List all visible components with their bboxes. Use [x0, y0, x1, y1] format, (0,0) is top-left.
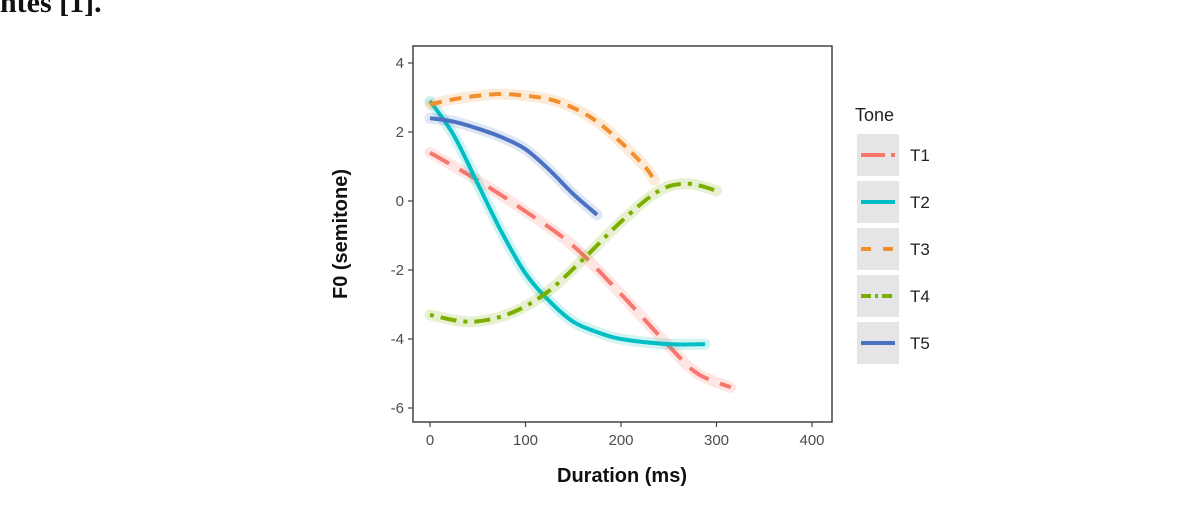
- preceding-text-fragment: ntes [1].: [0, 0, 102, 19]
- series-line-t4: [429, 181, 718, 324]
- series-layer: [424, 88, 737, 393]
- x-tick-label: 400: [799, 432, 824, 449]
- series-line-t3: [429, 92, 657, 182]
- legend-label-t1: T1: [910, 146, 930, 165]
- series-line-t1: [428, 150, 732, 390]
- series-line-t2: [428, 99, 706, 347]
- y-tick-label: -6: [391, 400, 404, 417]
- legend-label-t3: T3: [910, 240, 930, 259]
- series-line-t5: [429, 116, 599, 217]
- y-tick-label: 4: [396, 55, 404, 72]
- y-tick-label: -4: [391, 331, 404, 348]
- legend: Tone T1 T2 T3 T4 T5: [855, 105, 930, 364]
- plot-panel: [412, 45, 833, 423]
- legend-title: Tone: [855, 105, 894, 125]
- legend-label-t5: T5: [910, 334, 930, 353]
- y-tick-label: 0: [396, 193, 404, 210]
- y-axis-title: F0 (semitone): [330, 169, 352, 299]
- x-axis-title: Duration (ms): [557, 465, 687, 487]
- y-axis: -6 -4 -2 0 2 4: [391, 55, 413, 417]
- legend-label-t2: T2: [910, 193, 930, 212]
- legend-label-t4: T4: [910, 287, 930, 306]
- y-tick-label: -2: [391, 262, 404, 279]
- x-tick-label: 0: [426, 432, 434, 449]
- x-tick-label: 100: [513, 432, 538, 449]
- x-axis: 0 100 200 300 400: [426, 422, 825, 449]
- x-tick-label: 200: [608, 432, 633, 449]
- y-tick-label: 2: [396, 124, 404, 141]
- x-tick-label: 300: [704, 432, 729, 449]
